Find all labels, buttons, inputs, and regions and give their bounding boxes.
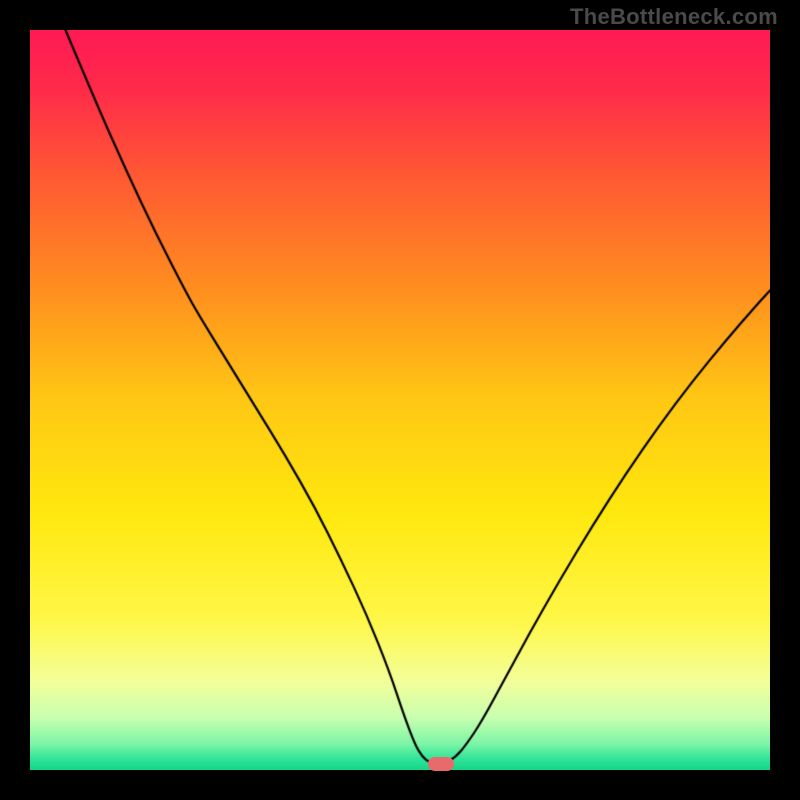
watermark-label: TheBottleneck.com — [570, 4, 778, 30]
plot-frame — [30, 30, 770, 770]
trough-marker — [428, 757, 454, 771]
chart-root: { "canvas": { "width": 800, "height": 80… — [0, 0, 800, 800]
bottleneck-chart-canvas — [30, 30, 770, 770]
